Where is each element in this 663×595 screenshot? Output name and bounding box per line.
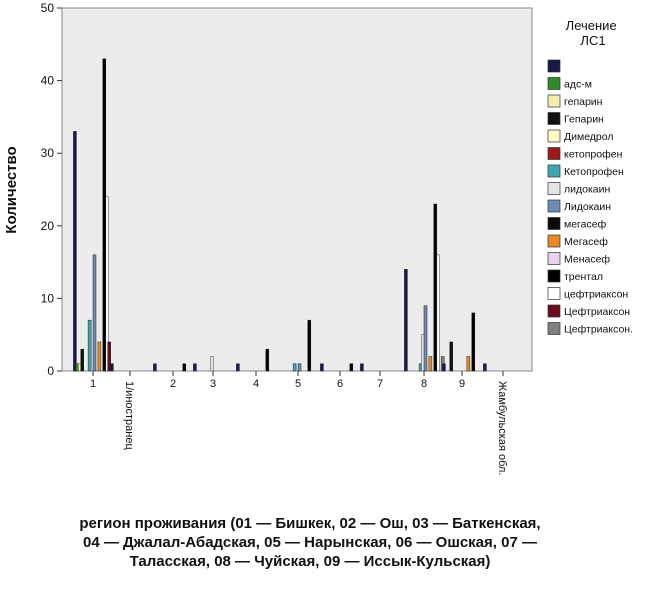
bar xyxy=(80,348,84,372)
bar xyxy=(107,341,111,372)
legend-swatch xyxy=(547,287,561,300)
x-tick-label: 9 xyxy=(459,378,465,390)
bar xyxy=(307,319,312,372)
bar xyxy=(449,341,453,372)
x-tick-label: 6 xyxy=(337,378,343,390)
bar xyxy=(442,363,446,372)
legend-entry-label: Димедрол xyxy=(564,131,614,143)
x-tick-label: 2 xyxy=(170,378,176,390)
bar xyxy=(97,341,102,372)
legend-swatch xyxy=(547,147,561,160)
legend-swatch xyxy=(547,217,561,230)
x-tick-label: 7 xyxy=(377,378,383,390)
bar xyxy=(471,312,476,372)
legend-entry-label: мегасеф xyxy=(564,219,607,231)
bar xyxy=(153,363,157,372)
bar xyxy=(193,363,197,372)
legend-swatch xyxy=(547,182,561,195)
y-tick-label: 10 xyxy=(41,291,55,305)
legend-entry-label: Гепарин xyxy=(564,114,604,126)
legend-swatch xyxy=(547,234,561,248)
legend-entry-label: трентал xyxy=(564,271,603,283)
bars xyxy=(73,58,487,372)
y-tick-label: 50 xyxy=(41,1,55,15)
legend-swatch xyxy=(547,129,561,143)
bar xyxy=(320,363,324,372)
legend-title: Лечение ЛС1 xyxy=(566,18,621,48)
bar xyxy=(265,348,270,372)
x-tick-label: Жамбульская обл. xyxy=(496,381,508,475)
legend-entry-label: Кетопрофен xyxy=(564,166,624,178)
bar xyxy=(297,363,302,372)
bar xyxy=(182,363,187,372)
bar xyxy=(236,363,240,372)
bar xyxy=(428,356,433,372)
legend-entry-label: лидокаин xyxy=(564,184,610,196)
bar xyxy=(423,305,428,372)
x-tick-label: 8 xyxy=(421,378,427,390)
legend-swatch xyxy=(547,77,561,90)
bar xyxy=(92,254,97,372)
y-axis-label: Количество xyxy=(3,146,20,233)
plot-area xyxy=(61,7,533,372)
legend-entry-label: адс-м xyxy=(564,79,592,91)
bar xyxy=(433,203,438,372)
bar xyxy=(87,319,92,372)
x-tick-label: 1 xyxy=(90,378,96,390)
legend-entry-label: Менасеф xyxy=(564,254,610,266)
legend-entry-label: Лидокаин xyxy=(564,201,611,213)
x-tick-label: 5 xyxy=(295,378,301,390)
y-tick-label: 30 xyxy=(41,146,55,160)
bar xyxy=(110,363,114,372)
bar xyxy=(349,363,354,372)
legend-entry-label: Цефтриаксон. xyxy=(564,324,633,336)
x-tick-label: 4 xyxy=(253,378,259,390)
legend-swatch xyxy=(547,94,561,108)
x-axis: 1 1/иностранец 2 3 4 5 6 7 8 9 Жамбульская обл. xyxy=(90,371,508,475)
x-tick-label: 3 xyxy=(210,378,216,390)
legend-entry-label: цефтриаксон xyxy=(564,289,628,301)
bar xyxy=(466,356,471,372)
legend-entry-label: кетопрофен xyxy=(564,149,623,161)
y-tick-label: 40 xyxy=(41,74,55,88)
legend-swatch xyxy=(547,252,561,265)
legend-entry-label: Цефтриаксон xyxy=(564,306,630,318)
bar xyxy=(292,363,297,372)
bar xyxy=(404,269,408,372)
bar xyxy=(483,363,487,372)
legend: Лечение ЛС1 адс-м гепарин Гепарин Димедрол к… xyxy=(547,18,633,336)
bar xyxy=(73,131,77,372)
legend-swatch xyxy=(547,269,561,283)
legend-swatch xyxy=(547,304,561,318)
legend-swatch xyxy=(547,59,561,73)
bar xyxy=(102,58,107,372)
y-tick-label: 20 xyxy=(41,219,55,233)
legend-entry-label: гепарин xyxy=(564,96,603,108)
x-tick-label: 1/иностранец xyxy=(123,381,135,450)
y-tick-label: 0 xyxy=(47,364,54,378)
bar xyxy=(210,356,214,372)
legend-swatch xyxy=(547,322,561,335)
legend-swatch xyxy=(547,112,561,125)
legend-swatch xyxy=(547,199,561,213)
legend-swatch xyxy=(547,164,561,178)
x-axis-label: регион проживания (01 — Бишкек, 02 — Ош,… xyxy=(79,515,541,570)
bar xyxy=(360,363,364,372)
legend-entry-label: Мегасеф xyxy=(564,236,608,248)
y-axis: 0 10 20 30 40 50 xyxy=(41,1,62,378)
